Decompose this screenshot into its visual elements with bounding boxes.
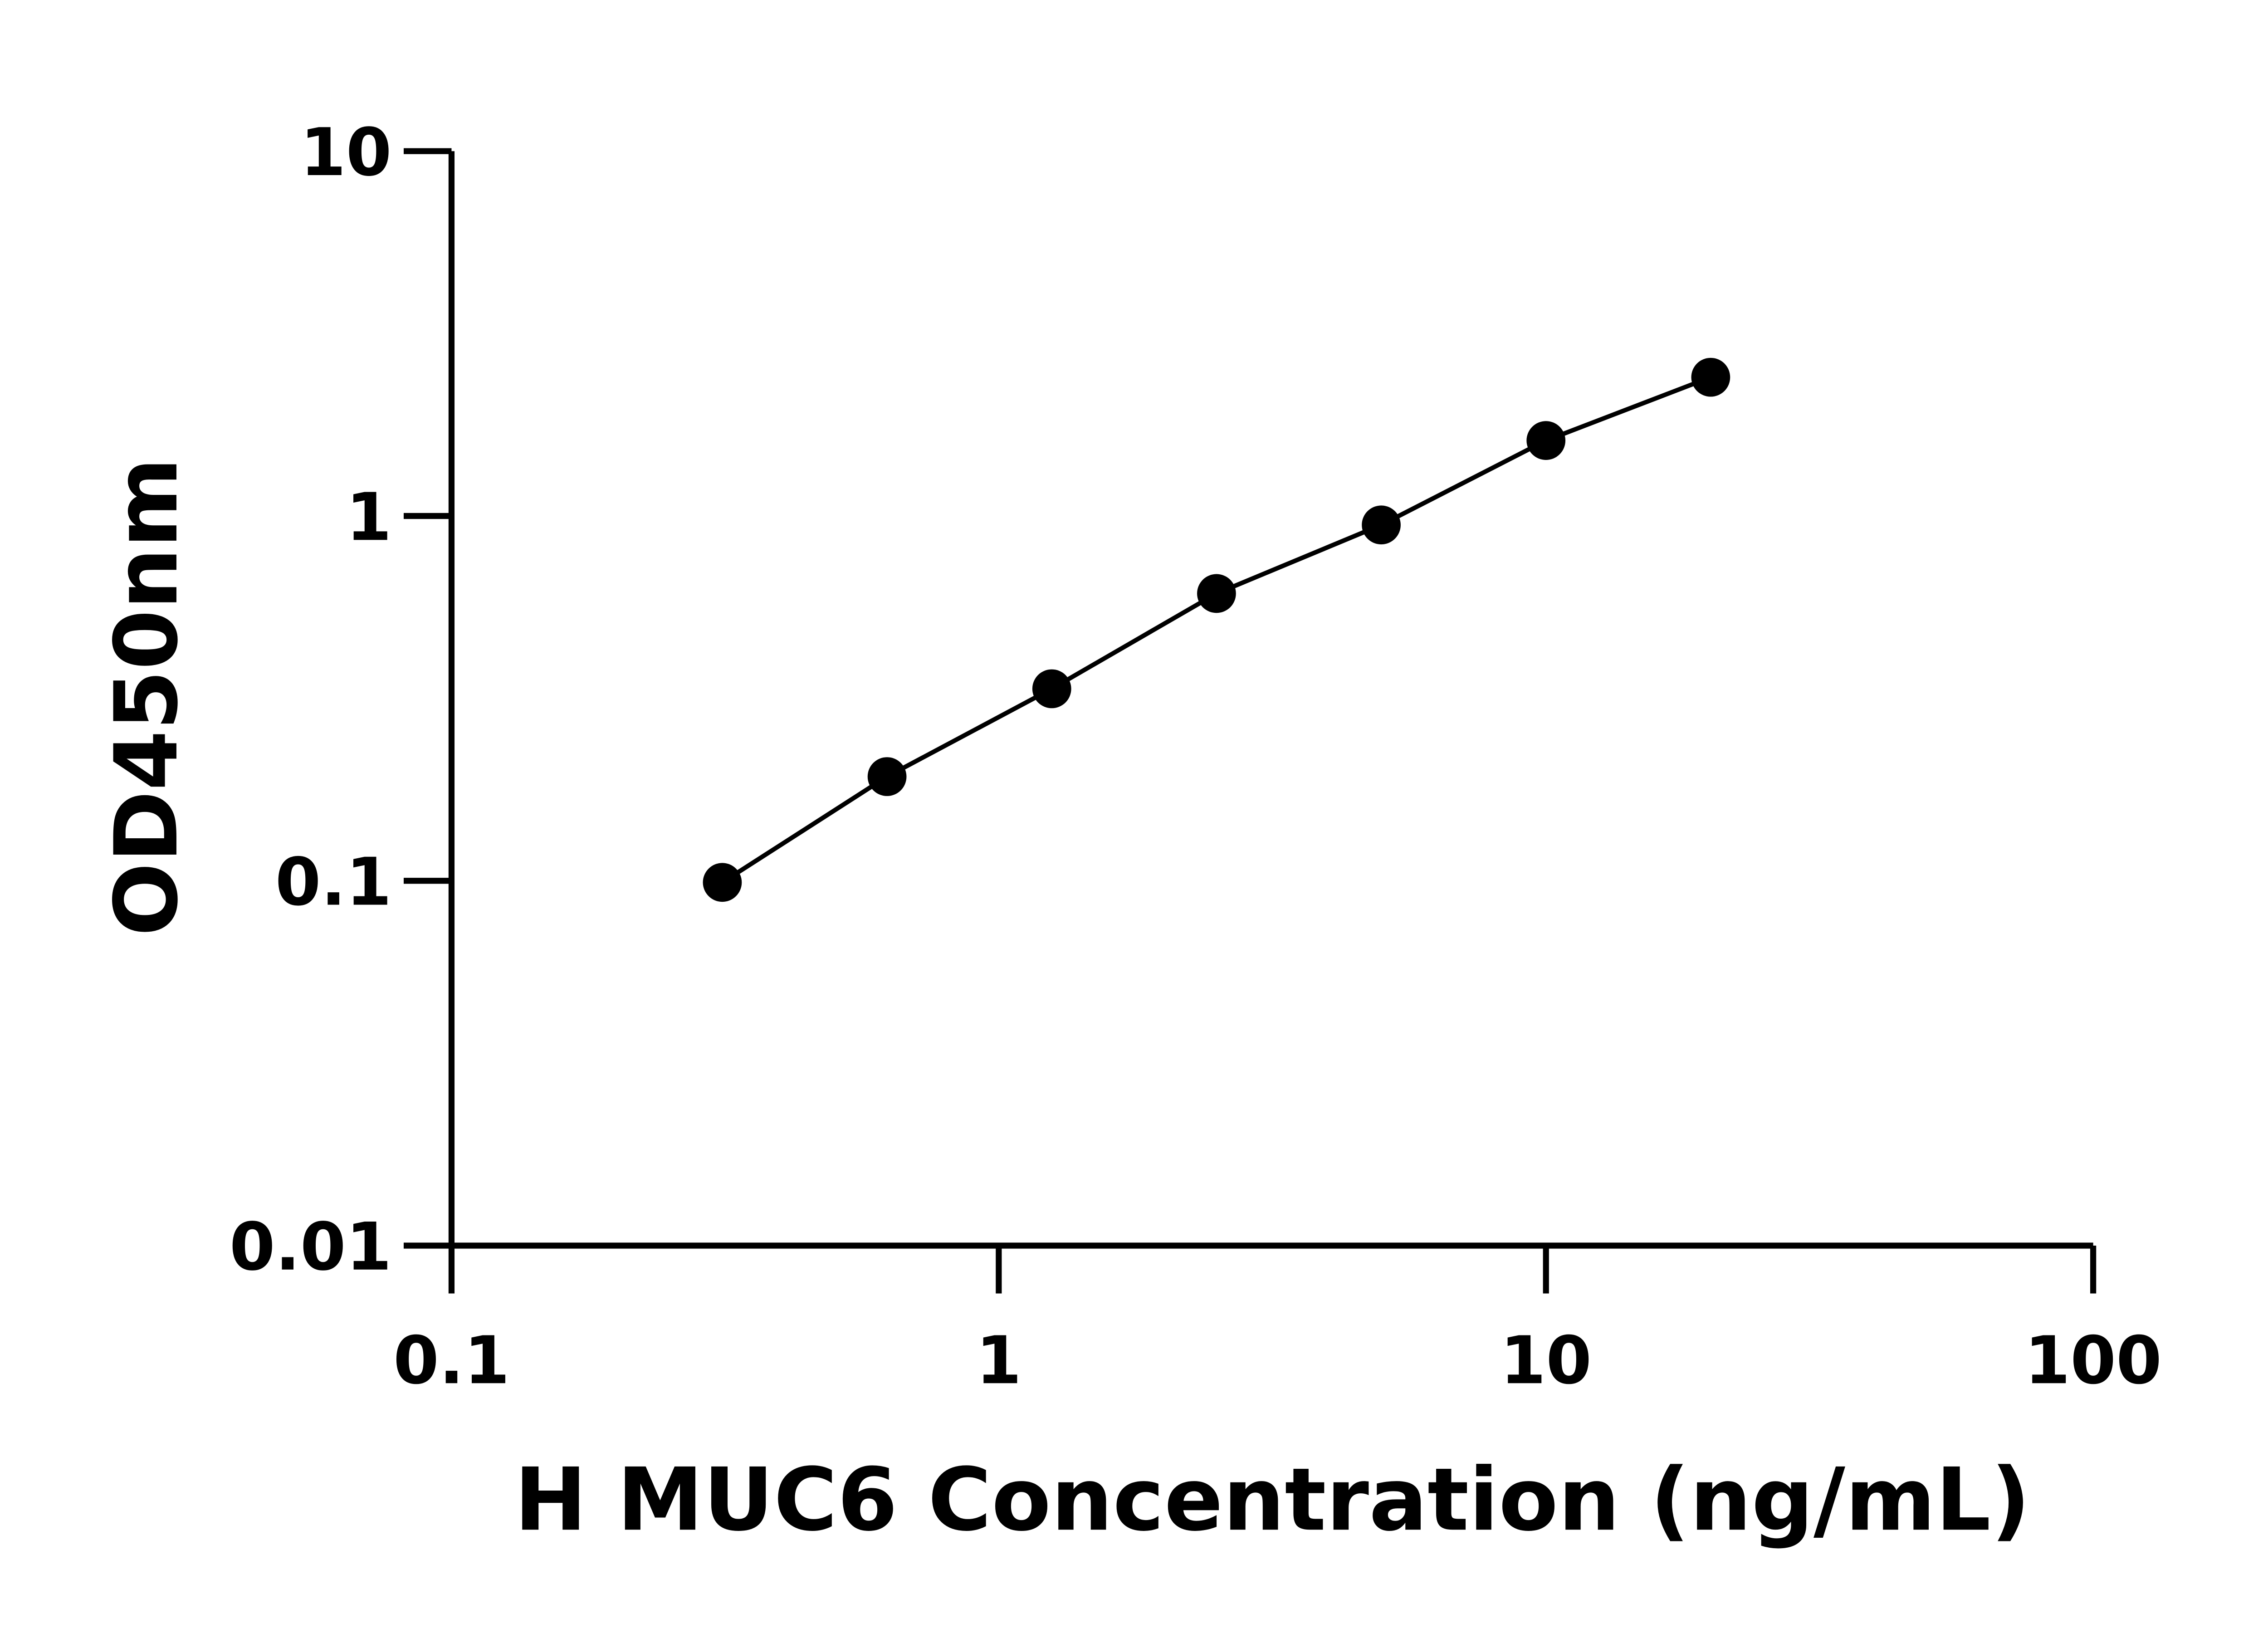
y-tick-label: 10 [300, 114, 392, 191]
y-tick-label: 0.1 [275, 844, 392, 920]
data-point [703, 863, 742, 902]
y-tick-label: 1 [346, 479, 392, 556]
x-tick-label: 100 [2024, 1322, 2162, 1399]
x-tick-label: 10 [1500, 1322, 1592, 1399]
data-point [1197, 574, 1236, 613]
x-tick-label: 1 [976, 1322, 1022, 1399]
y-tick-label: 0.01 [230, 1209, 392, 1286]
data-point [867, 757, 907, 796]
data-point [1032, 669, 1071, 709]
x-axis-label: H MUC6 Concentration (ng/mL) [514, 1450, 2031, 1550]
y-axis-label: OD450nm [97, 458, 197, 936]
data-point [1691, 357, 1730, 397]
data-point [1526, 421, 1566, 460]
data-marks [703, 357, 1730, 902]
x-tick-label: 0.1 [393, 1322, 510, 1399]
series-line [721, 375, 1712, 885]
data-point [1362, 505, 1401, 545]
